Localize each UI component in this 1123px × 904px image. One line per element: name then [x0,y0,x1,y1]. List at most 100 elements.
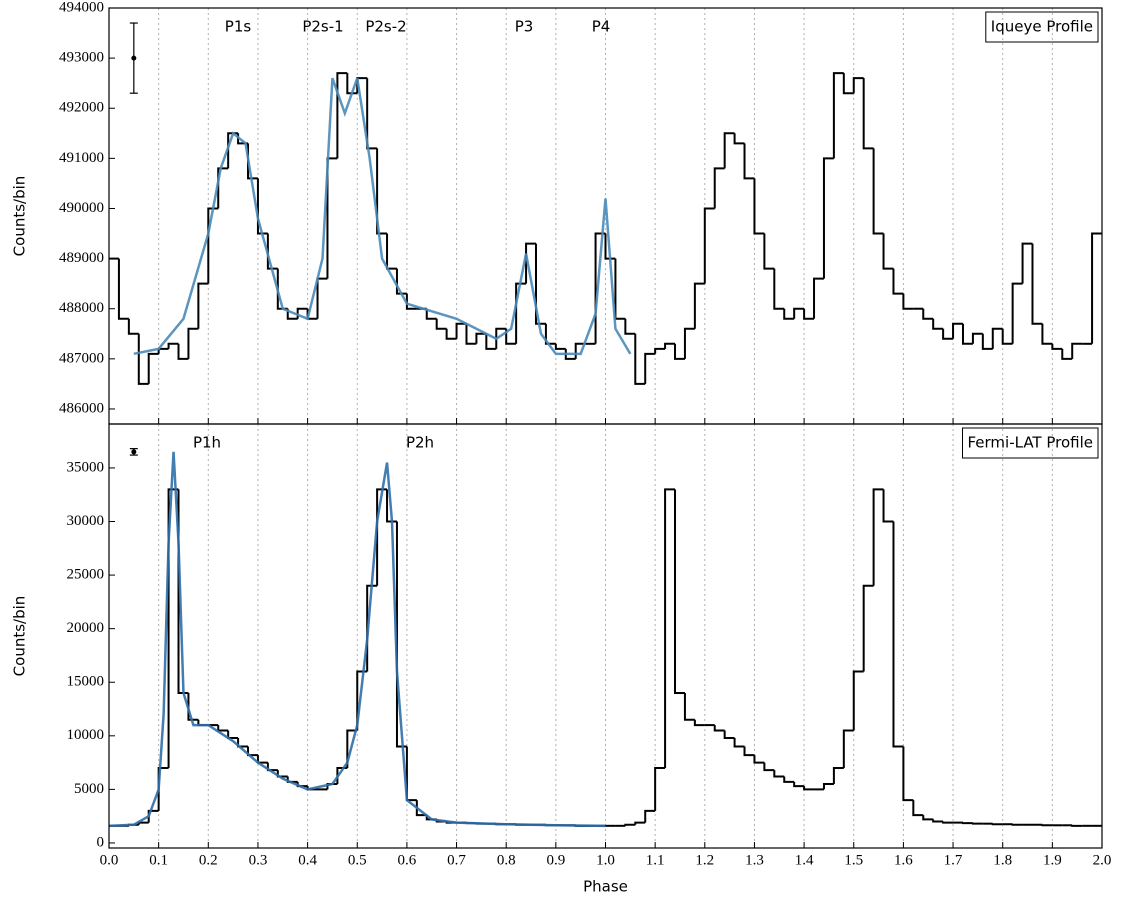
histogram-step [485,333,497,350]
histogram-step [922,815,934,821]
histogram-step [644,809,656,823]
histogram-step [435,318,447,330]
fit-curve [108,451,606,828]
x-tick-label: 2.0 [1093,852,1112,868]
histogram-step [395,268,407,295]
x-tick-label: 1.4 [795,852,814,868]
histogram-step [981,333,993,350]
histogram-step [564,348,576,360]
histogram-step [465,323,477,345]
histogram-step [276,268,288,310]
histogram-step [683,692,695,721]
histogram-step [137,333,149,385]
histogram-step [624,823,636,826]
histogram-step [386,489,397,523]
histogram-step [1071,342,1083,359]
histogram-step [147,809,159,823]
histogram-step [763,762,775,772]
histogram-step [723,132,735,169]
histogram-step [346,73,358,95]
histogram-step [386,233,397,270]
histogram-step [902,293,914,310]
histogram-step [852,77,864,94]
histogram-step [882,233,894,270]
panel-label: Fermi-LAT Profile [967,434,1093,452]
histogram-step [664,342,676,349]
histogram-step [832,766,844,785]
x-tick-label: 1.5 [844,852,863,868]
histogram-step [971,822,983,825]
histogram-step [892,268,904,295]
histogram-step [316,277,328,319]
histogram-step [872,148,884,235]
y-tick-label: 492000 [59,100,104,116]
histogram-step [1021,242,1033,284]
histogram-step [713,167,725,209]
histogram-step [842,729,854,768]
panel-label-box [985,11,1099,43]
histogram-step [634,333,646,385]
histogram-step [554,343,566,350]
histogram-step [942,328,954,340]
histogram-step [634,821,646,825]
histogram-step [415,800,427,817]
histogram-step [1041,824,1053,827]
histogram-step [376,148,388,235]
histogram-step [644,352,656,384]
histogram-step [1031,243,1043,325]
x-tick-label: 0.5 [348,852,367,868]
histogram-step [217,167,229,209]
histogram-step [256,178,268,235]
peak-label: P4 [592,18,611,36]
histogram-step [1001,328,1013,345]
histogram-step [892,521,904,748]
histogram-step [475,332,487,344]
peak-label: P3 [515,18,534,36]
y-tick-label: 494000 [59,0,104,15]
histogram-step [852,670,864,731]
y-tick-label: 490000 [59,200,104,216]
histogram-step [783,308,795,320]
histogram-step [604,233,616,260]
histogram-step [515,282,527,344]
x-tick-label: 1.0 [596,852,615,868]
histogram-step [872,488,884,586]
peak-label: P2s-2 [365,18,406,36]
histogram-step [674,343,685,360]
histogram-step [614,258,626,320]
histogram-step [495,327,507,349]
histogram-step [822,783,834,790]
x-axis-label: Phase [583,878,628,896]
x-tick-label: 0.2 [199,852,218,868]
x-tick-label: 1.7 [944,852,963,868]
histogram-step [187,692,199,721]
histogram-step [932,819,944,823]
histogram-step [147,352,159,384]
y-tick-label: 488000 [59,300,104,316]
y-axis-label: Counts/bin [11,596,29,677]
histogram-step [753,178,765,235]
x-tick-label: 0.3 [249,852,268,868]
histogram-step [822,157,834,279]
histogram-step [157,347,169,354]
x-tick-label: 1.9 [1043,852,1062,868]
histogram-step [733,133,745,145]
histogram-step [395,521,407,748]
histogram-step [961,323,973,345]
histogram-step [723,730,735,739]
peak-label: P1s [225,18,252,36]
histogram-step [534,243,546,325]
histogram-step [445,328,457,340]
histogram-step [763,233,775,270]
histogram-step [227,730,239,739]
histogram-step [455,322,467,339]
fit-curve [133,77,632,356]
histogram-step [1011,282,1023,344]
error-point [131,449,137,455]
histogram-step [862,78,874,150]
histogram-step [207,207,219,284]
histogram-step [137,821,149,825]
histogram-step [227,132,239,169]
histogram-step [326,157,338,279]
